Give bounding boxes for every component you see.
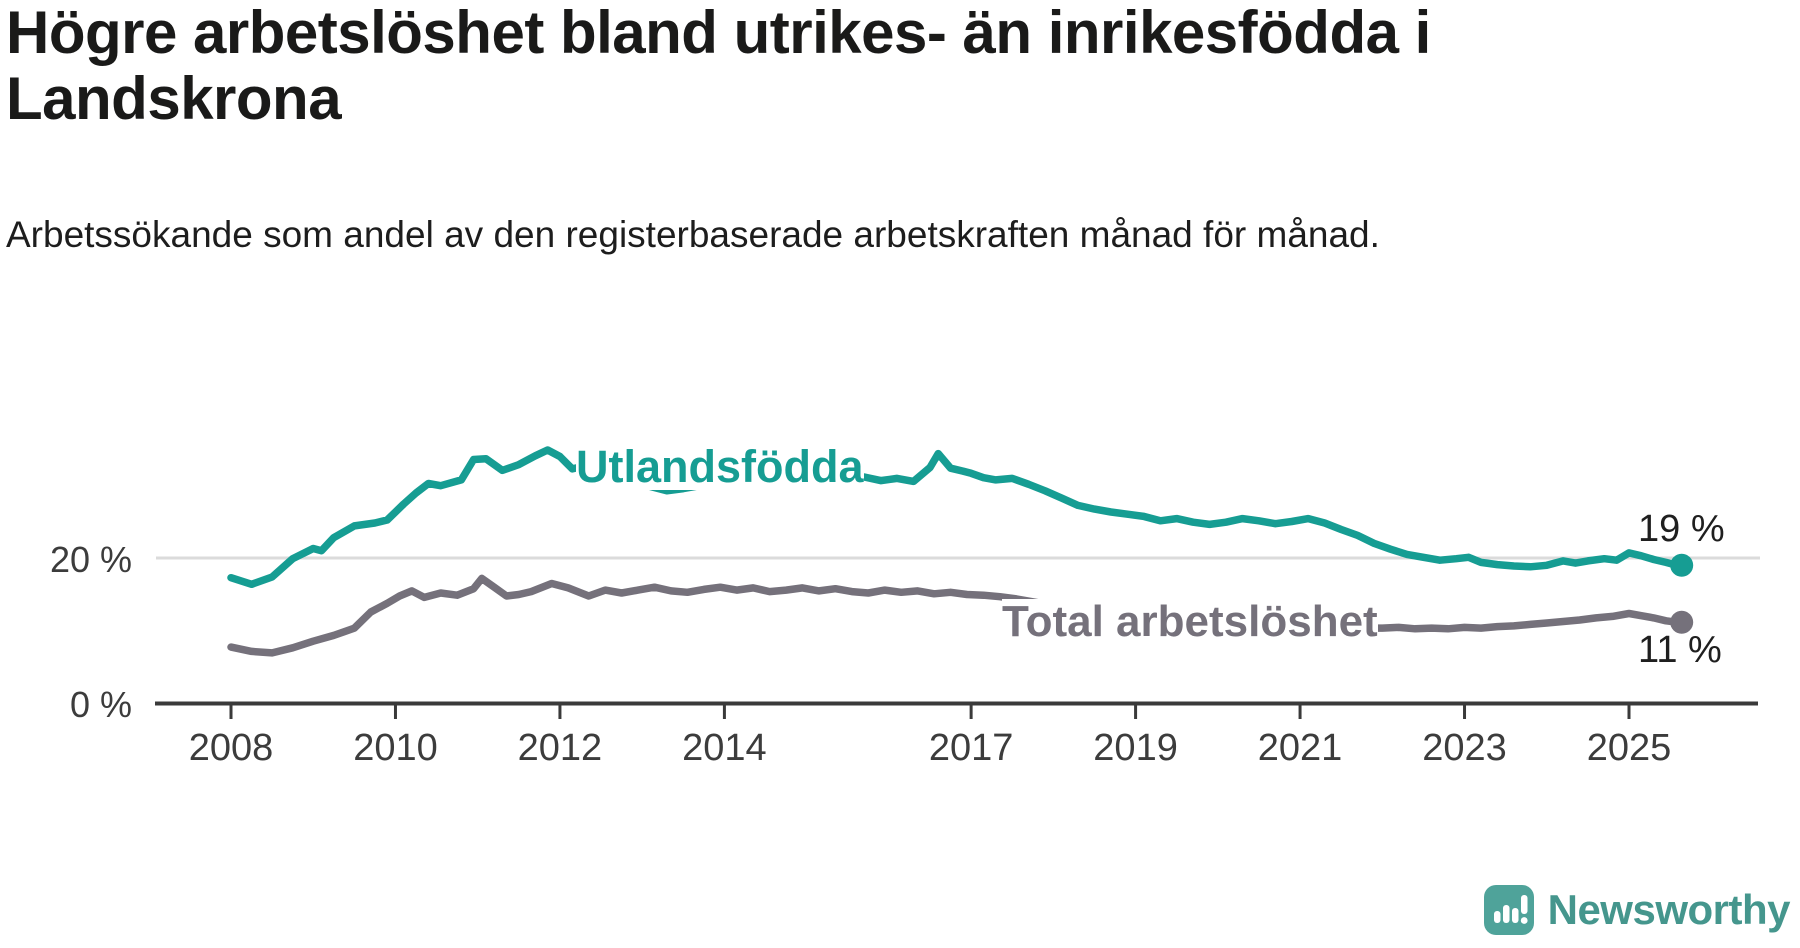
x-axis-tick-label-2025: 2025 — [1586, 727, 1672, 769]
end-value-label-utlandsfodda: 19 % — [1638, 508, 1725, 550]
newsworthy-wordmark: Newsworthy — [1547, 886, 1791, 933]
page-title: Högre arbetslöshet bland utrikes- än inr… — [6, 0, 1431, 132]
x-axis-tick-label-2008: 2008 — [188, 727, 274, 769]
series-end-dot-total — [1670, 610, 1694, 634]
y-axis-tick-label-0: 0 % — [69, 684, 132, 725]
x-axis-tick-label-2023: 2023 — [1422, 727, 1507, 769]
x-axis-tick-label-2010: 2010 — [353, 727, 438, 769]
series-line-utlandsfodda — [227, 446, 1681, 589]
x-axis-tick-label-2017: 2017 — [928, 727, 1014, 769]
series-label-utlandsfodda: Utlandsfödda — [576, 441, 864, 492]
page-subtitle: Arbetssökande som andel av den registerb… — [6, 214, 1380, 255]
x-axis-tick-label-2012: 2012 — [517, 727, 603, 769]
x-axis-tick-label-2019: 2019 — [1093, 727, 1178, 769]
x-axis-tick-label-2021: 2021 — [1257, 727, 1343, 769]
newsworthy-logo-icon — [1483, 885, 1534, 935]
bar-chart-icon — [1493, 895, 1528, 924]
newsworthy-branding: Newsworthy — [1483, 885, 1791, 935]
series-label-total-arbetsloshet: Total arbetslöshet — [1002, 597, 1378, 646]
x-axis-tick-label-2014: 2014 — [682, 727, 767, 769]
end-value-label-total: 11 % — [1638, 629, 1722, 671]
series-line-total — [227, 574, 1681, 657]
y-axis-tick-label-20: 20 % — [49, 539, 132, 580]
series-end-dot-utlandsfodda — [1670, 553, 1694, 577]
